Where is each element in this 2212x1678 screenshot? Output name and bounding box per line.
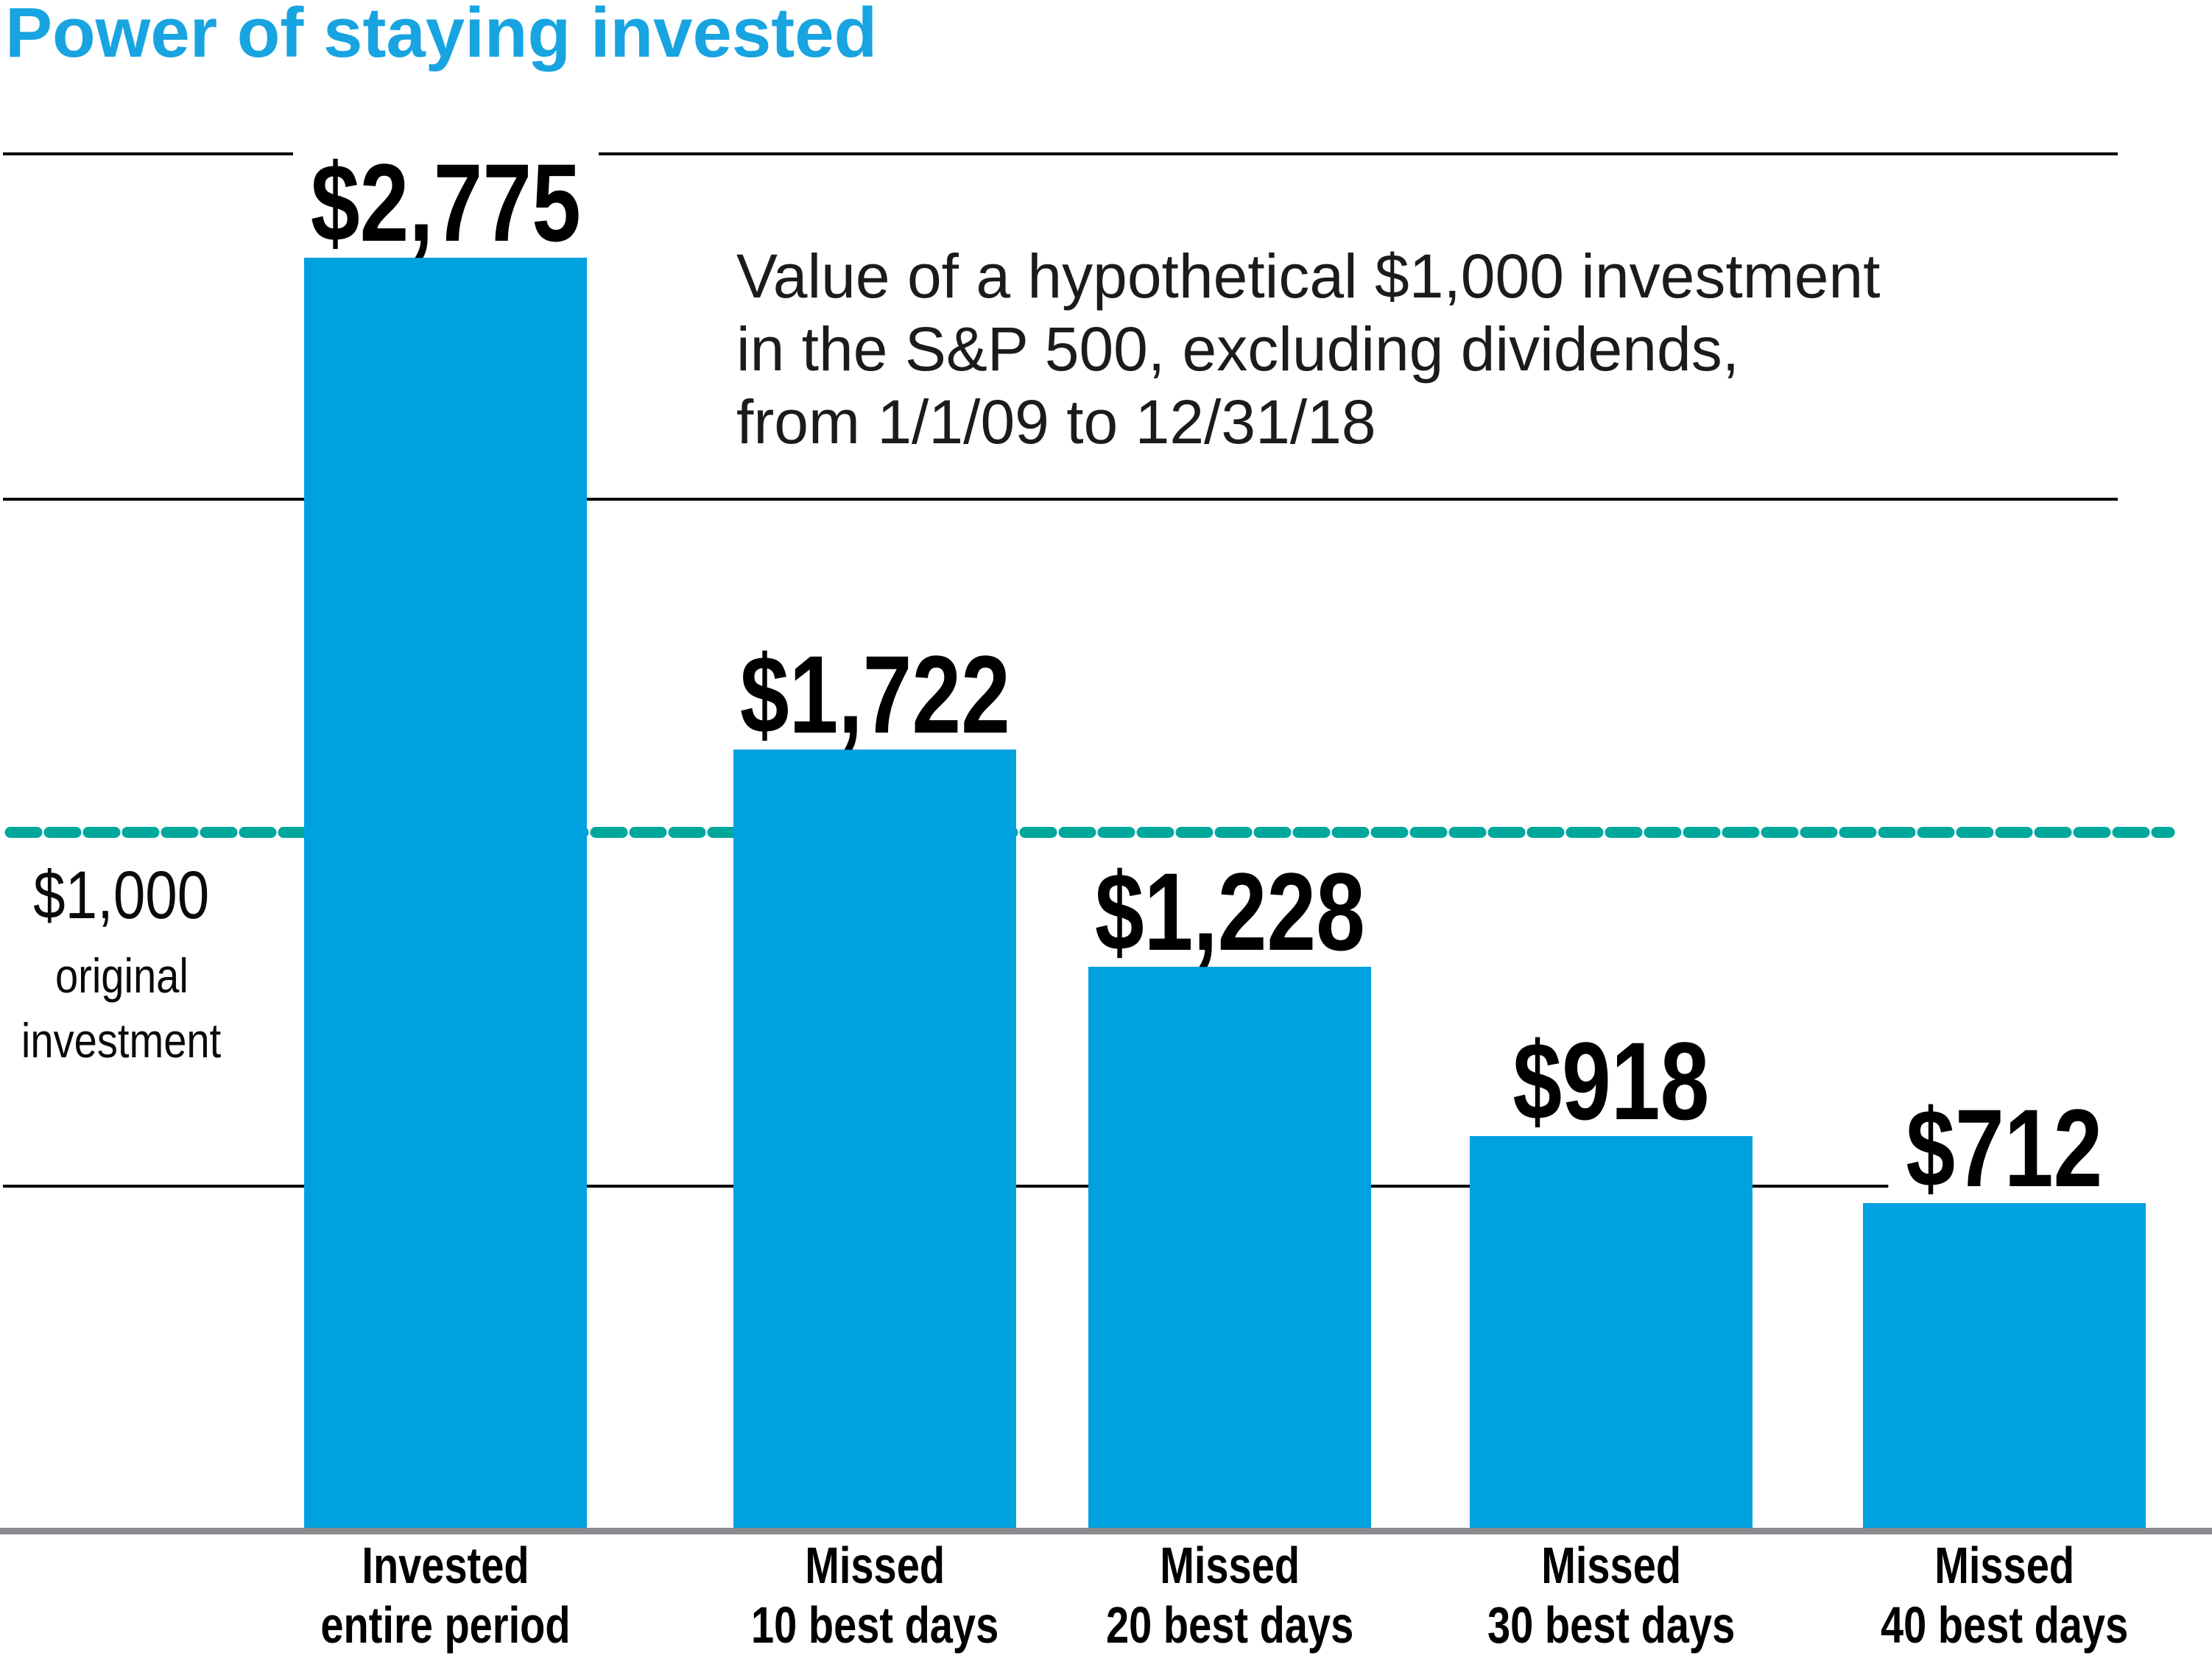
value-text: $918: [1495, 1026, 1727, 1136]
axis-label-line: Missed: [1934, 1537, 2074, 1594]
reference-amount: $1,000: [33, 858, 210, 933]
axis-label-text: Missed 30 best days: [1487, 1536, 1735, 1655]
annotation-line-2: in the S&P 500, excluding dividends,: [736, 314, 1740, 384]
reference-caption-line-1: original: [54, 948, 189, 1003]
bar-missed-40-best-days: [1863, 1203, 2146, 1528]
gridline-3: [3, 1185, 2118, 1188]
axis-label-line: 30 best days: [1487, 1596, 1736, 1654]
chart-annotation: Value of a hypothetical $1,000 investmen…: [736, 240, 1880, 459]
page-title: Power of staying invested: [5, 0, 878, 72]
reference-caption: original investment: [0, 943, 243, 1073]
annotation-line-1: Value of a hypothetical $1,000 investmen…: [736, 242, 1881, 311]
bar-missed-10-best-days: [733, 750, 1016, 1528]
reference-line-label: $1,000 original investment: [0, 859, 243, 1073]
axis-label-line: 20 best days: [1105, 1596, 1354, 1654]
axis-label-missed-20-best-days: Missed 20 best days: [994, 1536, 1465, 1655]
axis-label-line: 10 best days: [750, 1596, 999, 1654]
axis-label-line: entire period: [320, 1596, 571, 1654]
value-label-missed-20-best-days: $1,228: [950, 856, 1510, 967]
axis-label-missed-40-best-days: Missed 40 best days: [1769, 1536, 2212, 1655]
bar-missed-30-best-days: [1470, 1136, 1753, 1528]
value-label-missed-40-best-days: $712: [1725, 1093, 2212, 1203]
axis-label-line: Missed: [1541, 1537, 1681, 1594]
axis-label-missed-30-best-days: Missed 30 best days: [1376, 1536, 1847, 1655]
axis-label-text: Missed 10 best days: [751, 1536, 998, 1655]
axis-label-text: Missed 40 best days: [1881, 1536, 2128, 1655]
value-label-invested-entire-period: $2,775: [166, 147, 725, 258]
axis-label-line: 40 best days: [1880, 1596, 2129, 1654]
value-label-missed-10-best-days: $1,722: [595, 639, 1155, 750]
axis-label-text: Missed 20 best days: [1106, 1536, 1353, 1655]
axis-label-text: Invested entire period: [320, 1536, 570, 1655]
reference-caption-line-2: investment: [21, 1013, 222, 1068]
bar-invested-entire-period: [304, 258, 587, 1528]
value-text: $1,722: [722, 639, 1028, 750]
gridline-2: [3, 498, 2118, 501]
axis-label-invested-entire-period: Invested entire period: [210, 1536, 681, 1655]
value-text: $712: [1888, 1093, 2121, 1203]
axis-label-line: Missed: [805, 1537, 945, 1594]
annotation-line-3: from 1/1/09 to 12/31/18: [736, 387, 1376, 456]
gridline-1: [3, 152, 2118, 155]
x-axis-baseline: [0, 1528, 2212, 1534]
axis-label-line: Invested: [362, 1537, 529, 1594]
axis-label-line: Missed: [1160, 1537, 1300, 1594]
value-label-missed-30-best-days: $918: [1331, 1026, 1891, 1136]
value-text: $1,228: [1077, 856, 1383, 967]
value-text: $2,775: [292, 147, 599, 258]
axis-label-missed-10-best-days: Missed 10 best days: [639, 1536, 1110, 1655]
bar-missed-20-best-days: [1088, 967, 1371, 1528]
